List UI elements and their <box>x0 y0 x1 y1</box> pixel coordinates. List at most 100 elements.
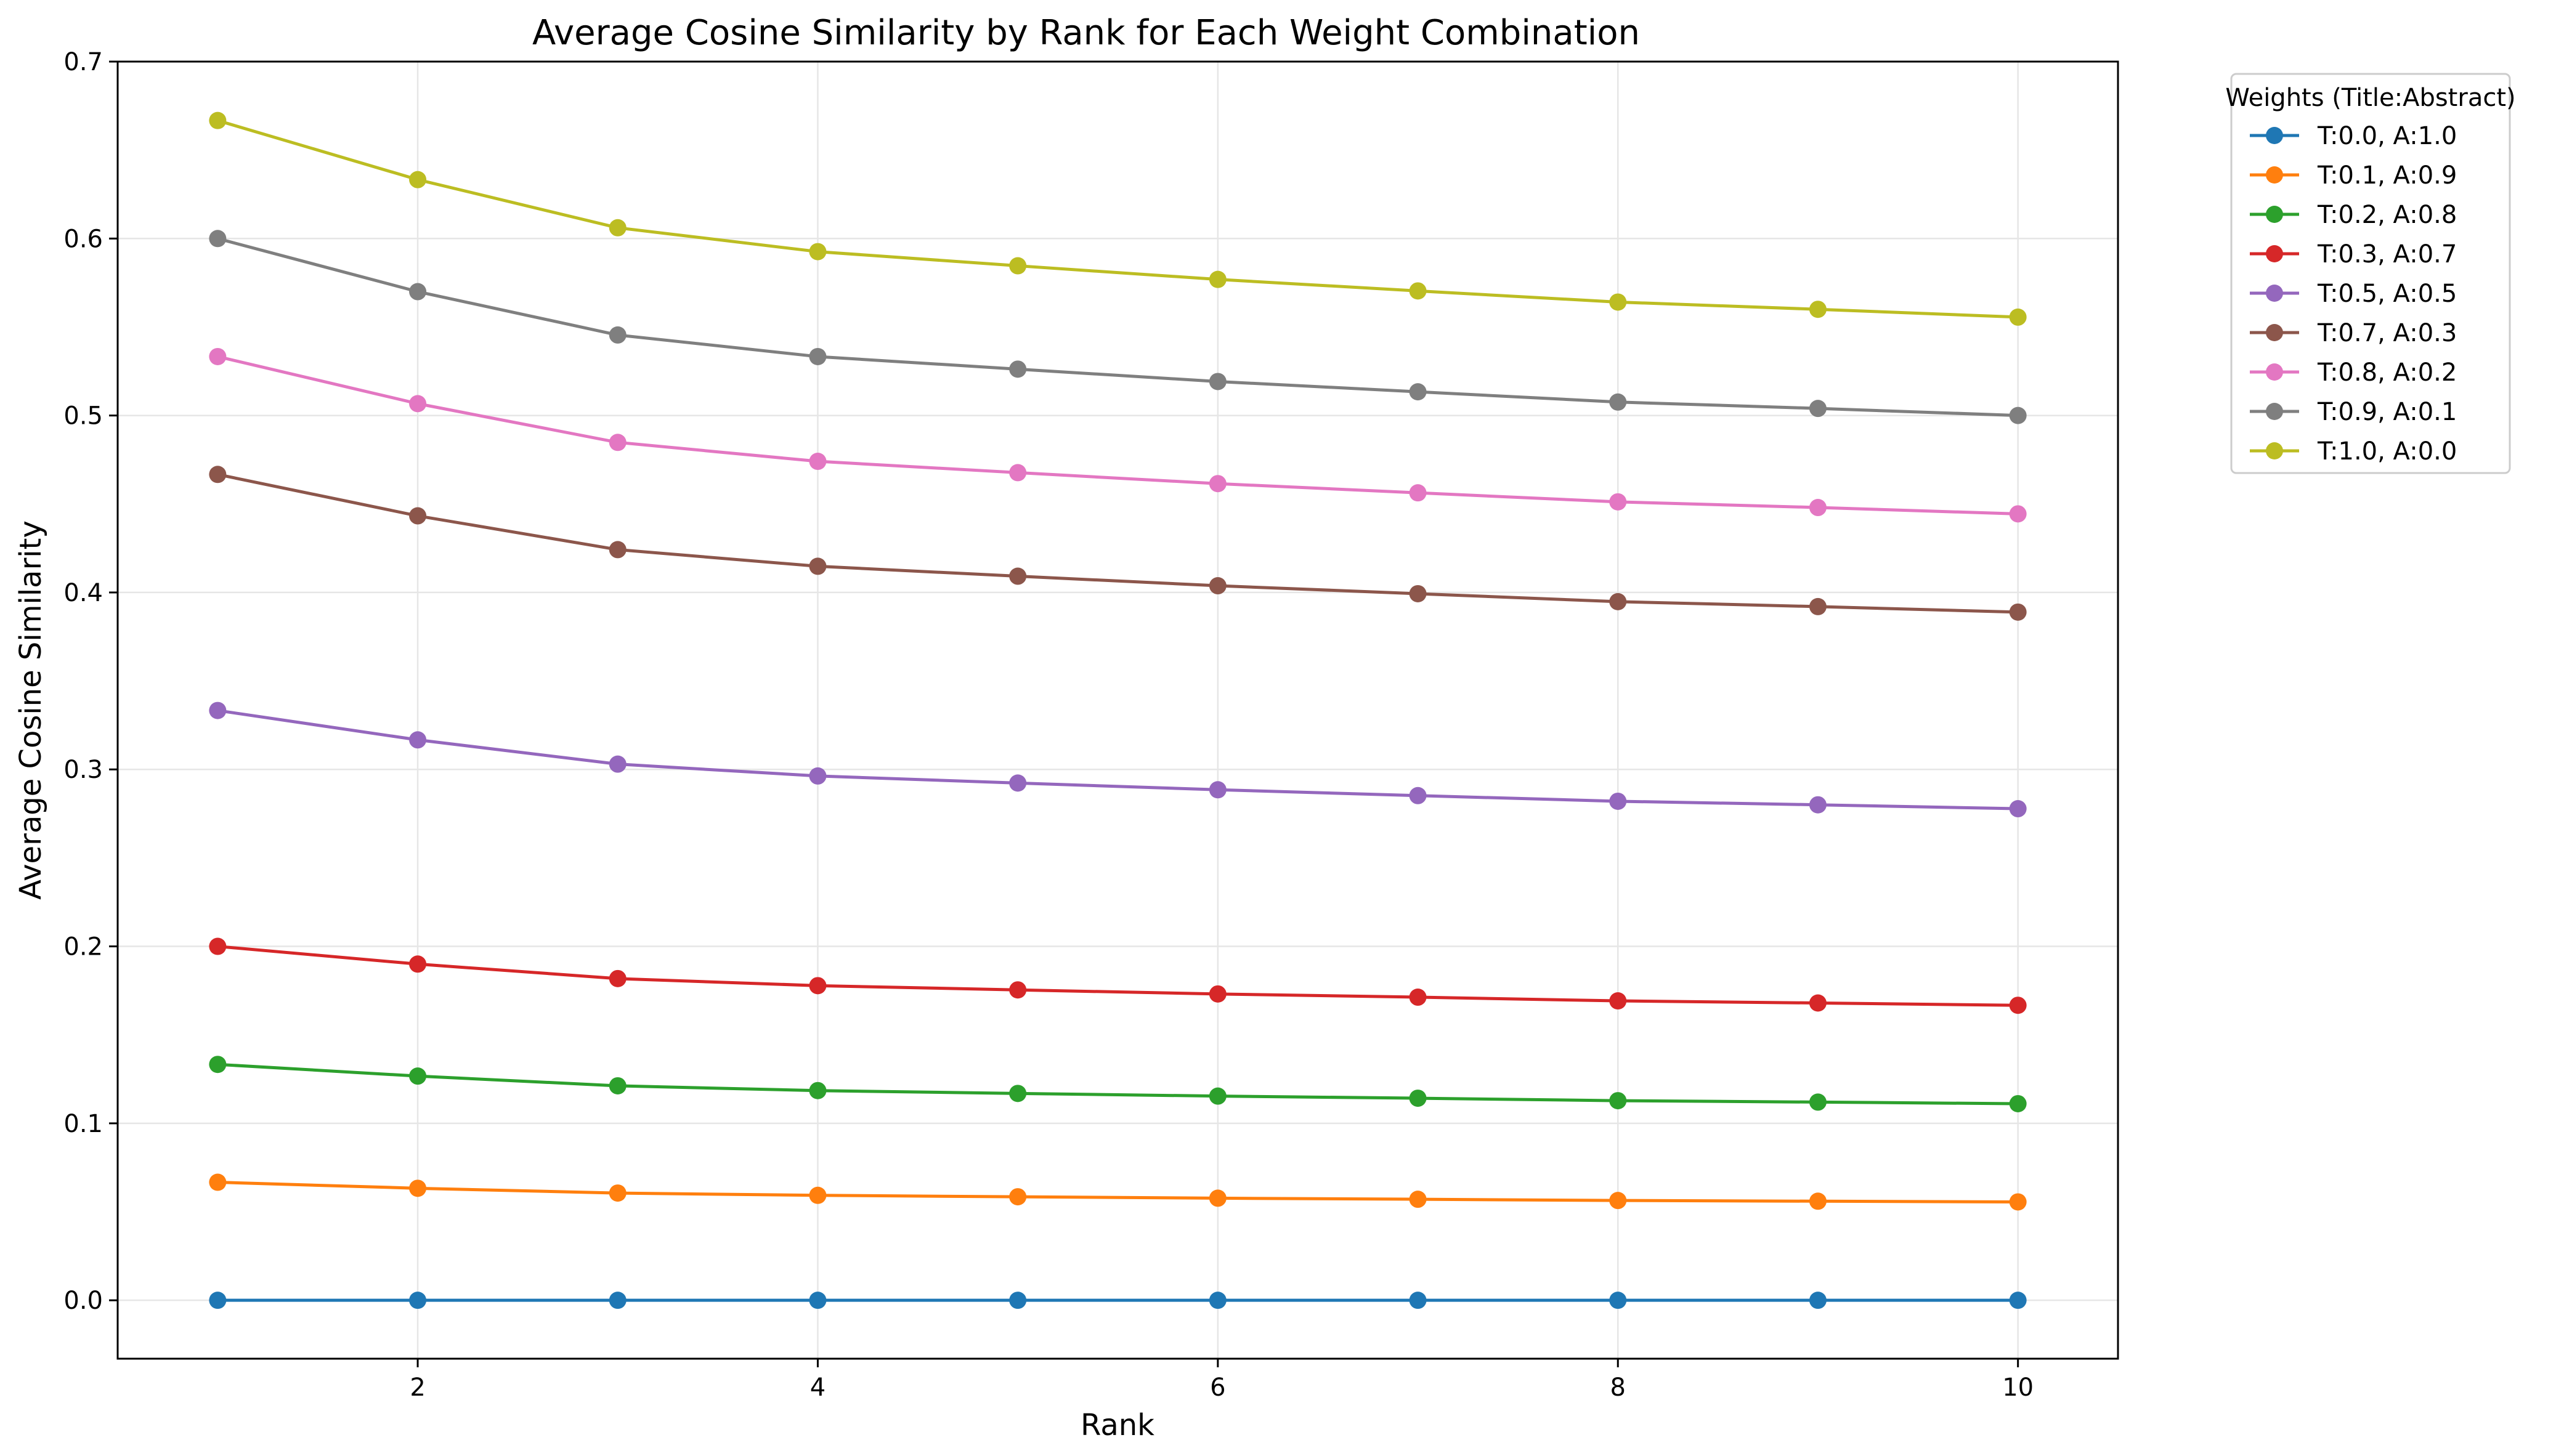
data-point <box>2009 1094 2027 1112</box>
legend-label: T:0.1, A:0.9 <box>2317 161 2457 190</box>
legend-marker <box>2266 166 2283 184</box>
data-point <box>409 171 427 188</box>
data-point <box>1009 1085 1027 1102</box>
data-point <box>2009 308 2027 326</box>
data-point <box>1209 270 1227 288</box>
series-2 <box>209 1056 2027 1112</box>
data-point <box>2009 1292 2027 1309</box>
data-point <box>1209 577 1227 595</box>
series-line <box>217 945 2018 1007</box>
legend-marker <box>2266 324 2283 341</box>
data-point <box>2009 505 2027 523</box>
data-point <box>1609 493 1627 511</box>
series-1 <box>209 1173 2027 1211</box>
data-point <box>609 969 627 987</box>
legend-entry: T:0.0, A:1.0 <box>2250 122 2457 150</box>
legend: Weights (Title:Abstract) T:0.0, A:1.0T:0… <box>2225 73 2516 474</box>
legend-frame <box>2230 73 2511 474</box>
data-point <box>2009 406 2027 424</box>
data-point <box>1809 1192 1827 1210</box>
data-point <box>409 283 427 301</box>
data-point <box>609 1292 627 1309</box>
legend-marker <box>2266 127 2283 144</box>
data-point <box>2009 1193 2027 1211</box>
data-point <box>609 326 627 344</box>
series-line <box>217 355 2018 516</box>
series-line <box>217 1062 2018 1106</box>
data-point <box>1609 1192 1627 1210</box>
legend-label: T:1.0, A:0.0 <box>2317 437 2457 466</box>
series-line <box>217 472 2018 614</box>
data-point <box>1209 475 1227 493</box>
series-line <box>217 1181 2018 1203</box>
legend-entry: T:0.3, A:0.7 <box>2250 240 2457 269</box>
data-point <box>1409 383 1427 401</box>
y-tick-label: 0.0 <box>63 1287 103 1315</box>
x-tick-label: 2 <box>410 1373 425 1402</box>
data-point <box>1209 373 1227 390</box>
y-tick-label: 0.2 <box>63 933 103 961</box>
legend-label: T:0.7, A:0.3 <box>2317 319 2457 347</box>
series-line <box>217 709 2018 811</box>
legend-entries: T:0.0, A:1.0 T:0.1, A:0.9 T:0.2, A:0.8 T:0.… <box>2250 122 2457 466</box>
data-point <box>1809 400 1827 418</box>
data-point <box>1409 1292 1427 1309</box>
data-point <box>1209 1292 1227 1309</box>
data-point <box>1009 464 1027 482</box>
legend-label: T:0.3, A:0.7 <box>2317 240 2457 269</box>
y-axis-label: Average Cosine Similarity <box>14 520 48 900</box>
data-point <box>1409 484 1427 502</box>
x-axis-label: Rank <box>1081 1408 1154 1442</box>
data-point <box>209 1173 227 1191</box>
data-point <box>1809 597 1827 615</box>
data-point <box>1009 1188 1027 1206</box>
legend-entry: T:0.1, A:0.9 <box>2250 161 2457 190</box>
data-point <box>1209 985 1227 1003</box>
y-tick-label: 0.6 <box>63 225 103 253</box>
data-point <box>1609 1092 1627 1110</box>
series-group <box>209 111 2027 1309</box>
legend-entry: T:0.2, A:0.8 <box>2250 201 2457 229</box>
data-point <box>409 1179 427 1197</box>
series-7 <box>209 230 2027 424</box>
data-point <box>1209 1087 1227 1105</box>
data-point <box>209 1292 227 1309</box>
series-8 <box>209 111 2027 326</box>
data-point <box>1809 1292 1827 1309</box>
data-point <box>609 541 627 559</box>
y-tick-label: 0.1 <box>63 1110 103 1138</box>
legend-marker <box>2266 206 2283 223</box>
data-point <box>1009 1292 1027 1309</box>
legend-entry: T:0.8, A:0.2 <box>2250 358 2457 387</box>
data-point <box>1609 593 1627 610</box>
data-point <box>2009 800 2027 818</box>
legend-entry: T:0.9, A:0.1 <box>2250 398 2457 426</box>
data-point <box>409 1292 427 1309</box>
data-point <box>1609 1292 1627 1309</box>
data-point <box>209 702 227 719</box>
y-tick-label: 0.5 <box>63 402 103 431</box>
data-point <box>209 937 227 955</box>
data-point <box>1009 774 1027 792</box>
data-point <box>809 347 827 365</box>
data-point <box>1609 293 1627 311</box>
series-6 <box>209 347 2027 523</box>
data-point <box>209 347 227 365</box>
legend-entry: T:0.5, A:0.5 <box>2250 280 2457 308</box>
data-point <box>1009 981 1027 999</box>
axis-ticks: 2 4 6 8 10 0.0 0.1 0.2 0.3 0.4 0.5 0.6 0.7 <box>63 48 2034 1402</box>
data-point <box>809 767 827 785</box>
data-point <box>809 243 827 261</box>
data-point <box>209 111 227 129</box>
data-point <box>1209 781 1227 799</box>
data-point <box>809 1082 827 1099</box>
data-point <box>1409 989 1427 1006</box>
data-point <box>1409 1090 1427 1107</box>
data-point <box>1009 567 1027 585</box>
data-point <box>1809 1093 1827 1111</box>
series-3 <box>209 937 2027 1014</box>
legend-label: T:0.0, A:1.0 <box>2317 122 2457 150</box>
legend-marker <box>2266 363 2283 381</box>
